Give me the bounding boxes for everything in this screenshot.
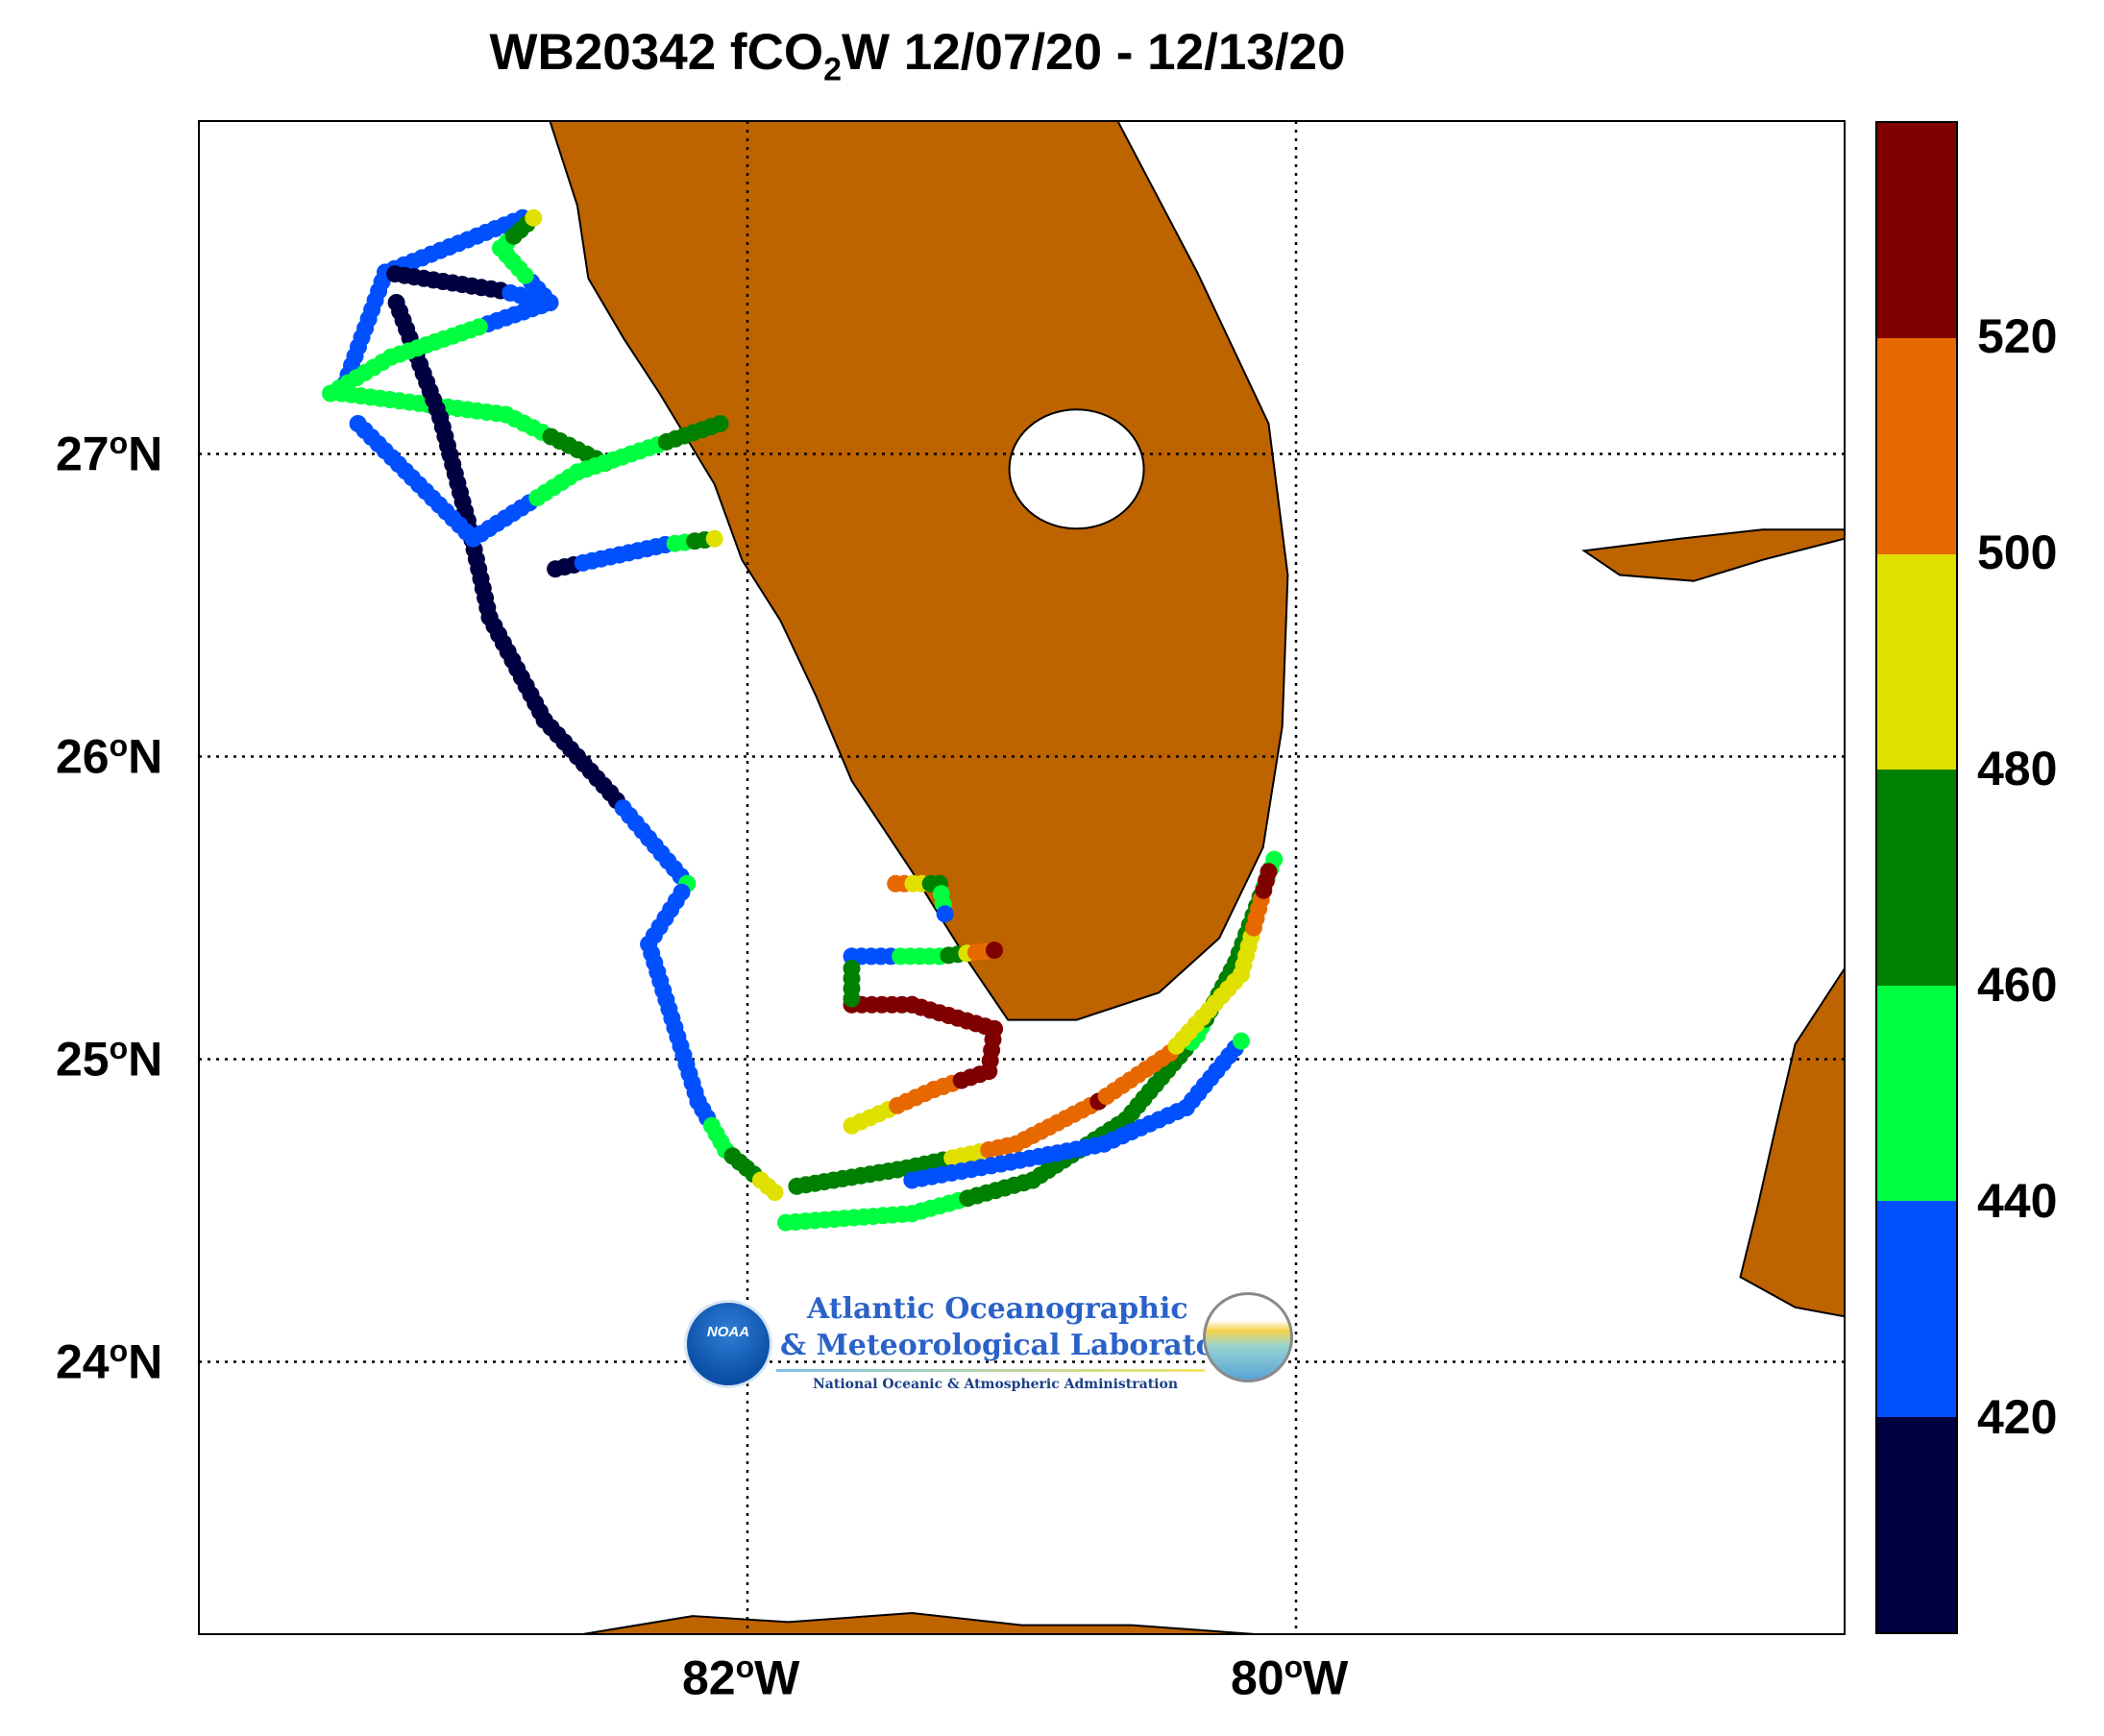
track-point bbox=[936, 905, 954, 923]
logo-divider bbox=[776, 1369, 1205, 1372]
colorbar-segment bbox=[1877, 553, 1956, 770]
noaa-logo-icon: NOAA bbox=[684, 1300, 772, 1388]
title-text: WB20342 fCO bbox=[489, 24, 824, 81]
track-point bbox=[1260, 863, 1278, 881]
noaa-logo-text: NOAA bbox=[706, 1324, 750, 1340]
colorbar bbox=[1875, 121, 1958, 1634]
map-frame bbox=[198, 120, 1846, 1635]
title-subscript: 2 bbox=[823, 51, 842, 88]
track-point bbox=[1232, 1032, 1250, 1050]
map-title: WB20342 fCO2W 12/07/20 - 12/13/20 bbox=[0, 23, 1835, 89]
colorbar-tick-420: 420 bbox=[1977, 1390, 2058, 1444]
title-text-suffix: W 12/07/20 - 12/13/20 bbox=[842, 24, 1346, 81]
axis-label-26N: 26oN bbox=[56, 727, 163, 784]
logo-line-3: National Oceanic & Atmospheric Administr… bbox=[813, 1377, 1179, 1392]
axis-label-24N: 24oN bbox=[56, 1333, 163, 1389]
logo-line-1: Atlantic Oceanographic bbox=[807, 1292, 1188, 1326]
axis-label-80W: 80oW bbox=[1231, 1650, 1349, 1705]
logo-line-2: & Meteorological Laboratory bbox=[780, 1329, 1247, 1362]
colorbar-segment bbox=[1877, 338, 1956, 554]
land-bahamas-grand bbox=[1581, 528, 1846, 582]
axis-label-82W: 82oW bbox=[682, 1650, 800, 1705]
colorbar-segment bbox=[1877, 1416, 1956, 1632]
grid-lines bbox=[199, 121, 1845, 1634]
colorbar-tick-500: 500 bbox=[1977, 526, 2058, 579]
colorbar-segment bbox=[1877, 985, 1956, 1202]
ship-track bbox=[322, 208, 1284, 1232]
colorbar-tick-460: 460 bbox=[1977, 958, 2058, 1012]
aoml-seal-icon bbox=[1203, 1292, 1293, 1382]
axis-label-27N: 27oN bbox=[56, 425, 163, 481]
colorbar-tick-480: 480 bbox=[1977, 742, 2058, 795]
track-point bbox=[986, 941, 1003, 960]
land-layer bbox=[473, 120, 1846, 1635]
track-point bbox=[766, 1184, 784, 1202]
lake-okeechobee bbox=[1008, 408, 1145, 530]
track-point bbox=[525, 208, 543, 227]
aoml-logo: NOAA Atlantic Oceanographic & Meteorolog… bbox=[684, 1292, 1299, 1403]
land-cuba bbox=[473, 1611, 1256, 1635]
track-point bbox=[322, 384, 339, 403]
colorbar-segment bbox=[1877, 123, 1956, 339]
track-point bbox=[843, 990, 861, 1008]
track-point bbox=[705, 529, 723, 548]
axis-label-25N: 25oN bbox=[56, 1030, 163, 1087]
colorbar-segment bbox=[1877, 770, 1956, 986]
track-point bbox=[711, 415, 729, 432]
colorbar-segment bbox=[1877, 1201, 1956, 1417]
colorbar-tick-440: 440 bbox=[1977, 1174, 2058, 1228]
land-bahamas-andros bbox=[1739, 965, 1846, 1318]
colorbar-tick-520: 520 bbox=[1977, 309, 2058, 363]
